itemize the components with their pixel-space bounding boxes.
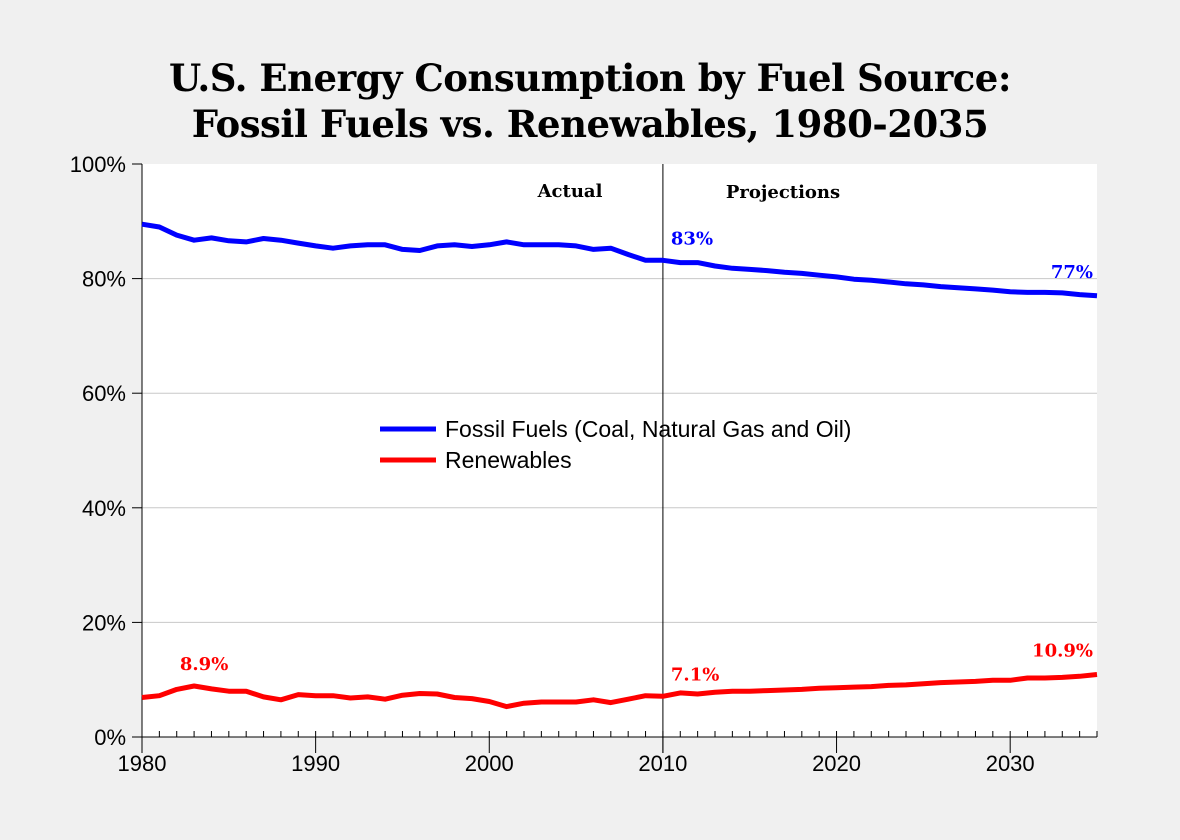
region-label-projections: Projections: [726, 182, 840, 203]
fossil-fuels-line: [141, 221, 1098, 299]
data-label: 8.9%: [180, 654, 228, 675]
chart-title: U.S. Energy Consumption by Fuel Source: …: [0, 55, 1180, 147]
plot-area: [142, 164, 1097, 737]
x-tick-label: 2010: [638, 751, 687, 776]
x-tick-label: 1990: [291, 751, 340, 776]
chart-title-line-1: U.S. Energy Consumption by Fuel Source:: [169, 56, 1011, 100]
y-tick-label: 100%: [70, 152, 126, 177]
data-label: 83%: [671, 228, 713, 249]
legend-label-fossil: Fossil Fuels (Coal, Natural Gas and Oil): [445, 416, 851, 442]
x-tick-label: 1980: [118, 751, 167, 776]
legend: Fossil Fuels (Coal, Natural Gas and Oil)…: [380, 416, 851, 473]
x-tick-label: 2020: [812, 751, 861, 776]
data-label: 7.1%: [671, 664, 719, 685]
y-tick-label: 40%: [82, 496, 126, 521]
y-tick-label: 60%: [82, 381, 126, 406]
renewables-line: [141, 672, 1098, 710]
y-tick-label: 20%: [82, 610, 126, 635]
y-tick-label: 0%: [94, 725, 126, 750]
region-label-actual: Actual: [537, 181, 603, 202]
x-tick-label: 2030: [986, 751, 1035, 776]
y-tick-label: 80%: [82, 267, 126, 292]
data-label: 77%: [1051, 262, 1093, 283]
x-tick-label: 2000: [465, 751, 514, 776]
chart-title-line-2: Fossil Fuels vs. Renewables, 1980-2035: [191, 102, 989, 146]
data-label: 10.9%: [1032, 641, 1093, 662]
legend-label-renewables: Renewables: [445, 447, 572, 473]
